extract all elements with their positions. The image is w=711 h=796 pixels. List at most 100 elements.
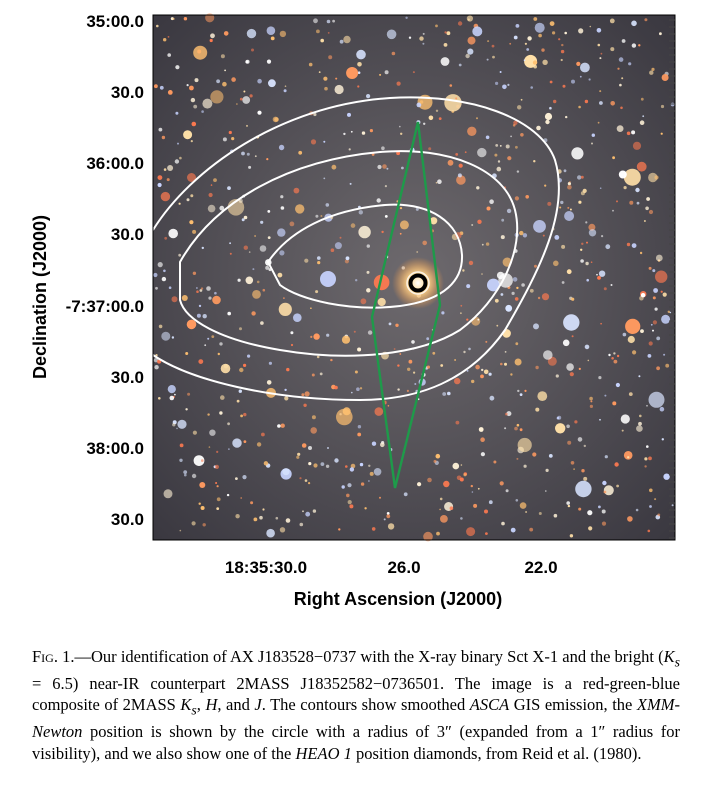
star [523,59,526,61]
star [442,392,447,396]
star [325,464,330,468]
star [201,110,204,113]
star [219,342,223,346]
star [621,77,624,80]
star [612,401,617,406]
star [466,318,469,321]
star [571,335,574,338]
star [656,366,660,371]
star [542,59,548,65]
star [158,397,161,400]
star [649,488,653,493]
star [489,199,494,204]
star [477,318,480,321]
star [481,243,484,246]
star [253,517,258,522]
star [437,179,442,184]
star [500,362,503,366]
star [379,496,381,499]
star [284,85,287,87]
star [671,504,674,507]
star [477,219,482,224]
star [257,78,262,84]
star [347,500,352,505]
star [457,21,463,26]
star [178,202,181,205]
star [405,16,408,19]
x-axis-label: Right Ascension (J2000) [294,589,502,609]
star [471,379,475,384]
star [565,115,568,119]
star [545,468,549,472]
star [310,335,313,338]
star [505,144,510,149]
star [413,371,416,374]
star [353,330,356,333]
star [628,392,633,396]
star [320,462,325,466]
star [190,194,194,198]
star [347,483,352,488]
star [323,76,328,81]
star [163,38,167,42]
star [648,341,653,346]
star [308,446,312,450]
star [660,290,663,293]
star [487,278,500,292]
star [379,73,382,76]
star [219,205,225,211]
star [626,131,631,136]
star [251,48,254,52]
star [267,236,271,240]
star [317,261,321,265]
star [525,511,528,513]
star [313,333,320,340]
star [639,251,643,255]
star [456,475,462,481]
star [222,137,227,142]
star [454,377,461,385]
star [571,147,584,160]
star [579,75,582,78]
star [179,443,184,448]
star [623,451,633,460]
star [533,64,537,69]
star [349,504,354,509]
star [545,490,547,492]
star [443,480,450,488]
star [511,291,515,295]
star [238,198,243,203]
star [543,350,553,360]
star [157,175,163,181]
star [208,446,211,448]
star [313,18,318,24]
star [599,57,602,60]
star [220,54,225,59]
star [590,261,593,264]
star [640,329,644,333]
star [239,327,242,331]
star [350,130,353,133]
star [161,331,171,341]
star [499,71,502,73]
star [648,456,652,461]
star [391,51,396,56]
star [476,117,478,120]
star [243,215,248,220]
star [257,110,262,115]
star [384,70,389,75]
star [524,389,527,392]
star [588,526,593,531]
star [168,228,178,239]
y-tick-label: 30.0 [111,368,144,387]
star [605,244,611,250]
star [423,531,433,542]
star [293,187,300,194]
star [661,314,671,324]
star [471,491,474,493]
star [496,166,502,172]
star [326,333,330,337]
star [216,450,219,453]
star [342,407,351,416]
star [330,358,333,362]
